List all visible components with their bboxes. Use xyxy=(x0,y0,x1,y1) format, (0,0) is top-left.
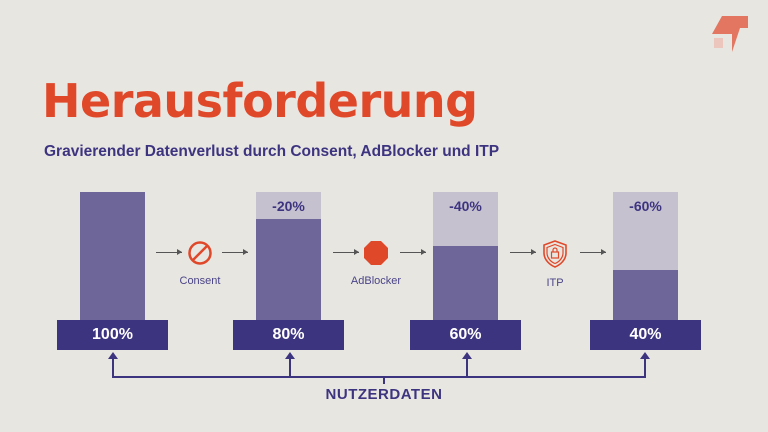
prohibited-icon xyxy=(188,241,212,265)
step-label: Consent xyxy=(179,275,221,287)
arrow-icon xyxy=(222,249,248,255)
value-box: 100% xyxy=(57,320,168,350)
step-adblocker: AdBlocker xyxy=(326,240,426,287)
bar-stage-3: -40% xyxy=(433,192,498,320)
loss-label: -60% xyxy=(629,198,662,214)
page-title: Herausforderung xyxy=(42,74,478,128)
arrow-icon xyxy=(580,249,606,255)
step-label: ITP xyxy=(546,277,564,289)
step-label: AdBlocker xyxy=(350,275,402,287)
bar-fill xyxy=(433,245,498,320)
arrow-icon xyxy=(400,249,426,255)
bar-fill xyxy=(80,192,145,320)
shield-lock-icon xyxy=(543,240,567,268)
loss-label: -40% xyxy=(449,198,482,214)
stop-sign-icon xyxy=(364,241,388,265)
step-consent: Consent xyxy=(150,240,250,287)
bar-stage-1 xyxy=(80,192,145,320)
value-box: 80% xyxy=(233,320,344,350)
value-box: 60% xyxy=(410,320,521,350)
step-itp: ITP xyxy=(505,240,605,289)
page-subtitle: Gravierender Datenverlust durch Consent,… xyxy=(44,143,500,160)
arrow-icon xyxy=(156,249,182,255)
arrow-icon xyxy=(510,249,536,255)
value-box: 40% xyxy=(590,320,701,350)
bar-stage-2: -20% xyxy=(256,192,321,320)
arrow-icon xyxy=(333,249,359,255)
logo xyxy=(710,14,750,61)
loss-label: -20% xyxy=(272,198,305,214)
bar-fill xyxy=(613,270,678,320)
bracket-label: NUTZERDATEN xyxy=(325,386,443,403)
bar-fill xyxy=(256,218,321,320)
bar-stage-4: -60% xyxy=(613,192,678,320)
